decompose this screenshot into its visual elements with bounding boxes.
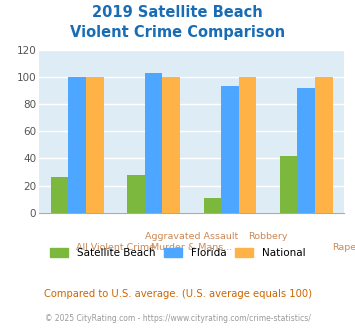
Bar (145, 73, 162, 213)
Text: Compared to U.S. average. (U.S. average equals 100): Compared to U.S. average. (U.S. average … (44, 289, 311, 299)
Text: Robbery: Robbery (248, 232, 288, 241)
Text: 2019 Satellite Beach: 2019 Satellite Beach (92, 5, 263, 20)
Text: Violent Crime Comparison: Violent Crime Comparison (70, 25, 285, 40)
Bar (280, 156, 297, 213)
Text: Aggravated Assault: Aggravated Assault (145, 232, 238, 241)
Bar (162, 77, 180, 213)
Bar (297, 88, 315, 213)
Legend: Satellite Beach, Florida, National: Satellite Beach, Florida, National (45, 244, 310, 262)
Text: © 2025 CityRating.com - https://www.cityrating.com/crime-statistics/: © 2025 CityRating.com - https://www.city… (45, 314, 310, 323)
Text: Murder & Mans...: Murder & Mans... (151, 243, 232, 252)
Bar (51, 178, 69, 213)
Bar (127, 175, 145, 213)
Text: Rape: Rape (332, 243, 355, 252)
Text: All Violent Crime: All Violent Crime (76, 243, 155, 252)
Bar (239, 77, 256, 213)
Bar (221, 86, 239, 213)
Bar (315, 77, 333, 213)
Bar (69, 77, 86, 213)
Bar (86, 77, 104, 213)
Bar (203, 198, 221, 213)
